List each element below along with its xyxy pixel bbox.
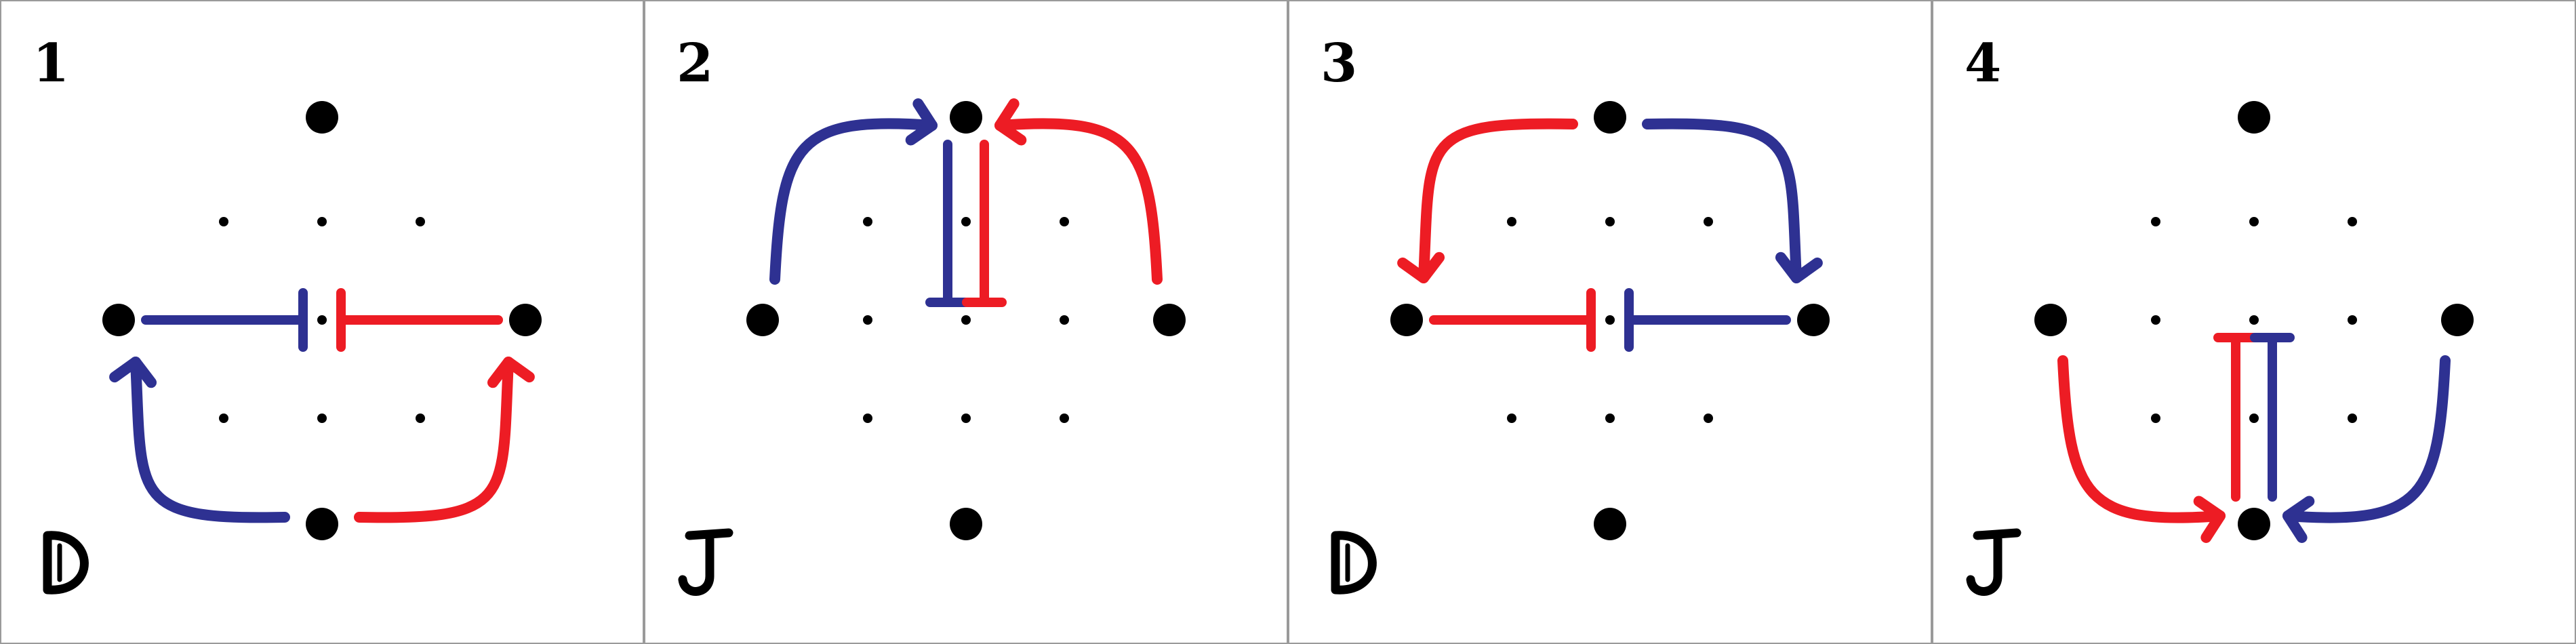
hub-dot-bottom xyxy=(2238,508,2270,540)
grid-dot xyxy=(1507,414,1516,423)
hub-dot-right xyxy=(2441,304,2474,336)
panel-number: 1 xyxy=(33,33,69,94)
panel-number: 2 xyxy=(677,33,713,94)
grid-dot xyxy=(1060,414,1069,423)
hub-dot-top xyxy=(2238,101,2270,134)
letter-j-stroke xyxy=(1966,528,2021,596)
hub-dot-left xyxy=(2034,304,2067,336)
hub-dot-left xyxy=(1390,304,1423,336)
hub-dot-right xyxy=(1153,304,1186,336)
letter-j-glyph xyxy=(678,528,733,596)
grid-dot xyxy=(416,217,425,226)
arrowhead-red-bottom xyxy=(2193,496,2226,543)
hub-dot-bottom xyxy=(1594,508,1626,540)
grid-dot xyxy=(2249,414,2259,423)
grid-dot xyxy=(219,414,228,423)
arrowhead-red-left xyxy=(1397,251,1445,283)
grid-dot xyxy=(2348,414,2357,423)
panel-3: 3D xyxy=(1288,0,1932,644)
grid-dot xyxy=(1060,315,1069,325)
panel-number: 4 xyxy=(1965,33,2001,94)
arrowhead-blue-bottom xyxy=(2282,496,2315,543)
hub-dot-top xyxy=(950,101,982,134)
letter-d-glyph xyxy=(43,531,89,595)
arc-red-top-to-left xyxy=(1418,118,1578,283)
grid-dot xyxy=(863,315,872,325)
grid-dot xyxy=(219,217,228,226)
letter-j-glyph xyxy=(1966,528,2021,596)
hub-dot-top xyxy=(306,101,338,134)
grid-dot xyxy=(961,414,971,423)
grid-dot xyxy=(317,414,327,423)
arc-blue-right-to-bottom xyxy=(2282,355,2451,523)
arc-blue-bottom-to-left xyxy=(130,357,290,523)
grid-dot xyxy=(961,315,971,325)
arc-red-left-to-bottom xyxy=(2057,355,2226,523)
grid-dot xyxy=(2348,315,2357,325)
letter-d-glyph xyxy=(1331,531,1377,595)
grid-dot xyxy=(863,217,872,226)
letter-d-stroke xyxy=(1331,531,1377,595)
hub-dot-bottom xyxy=(306,508,338,540)
grid-dot xyxy=(2151,315,2160,325)
grid-dot xyxy=(1605,315,1615,325)
grid-dot xyxy=(1605,414,1615,423)
grid-dot xyxy=(961,217,971,226)
arrowhead-red-top xyxy=(994,98,1027,146)
arrowhead-red-right xyxy=(487,357,535,388)
hub-dot-bottom xyxy=(950,508,982,540)
arc-blue-left-to-top xyxy=(769,118,938,285)
hub-dot-left xyxy=(102,304,135,336)
grid-dot xyxy=(1704,414,1713,423)
grid-dot xyxy=(1060,217,1069,226)
hub-dot-right xyxy=(1797,304,1830,336)
hub-dot-left xyxy=(746,304,779,336)
letter-d-stroke xyxy=(43,531,89,595)
panel-number: 3 xyxy=(1321,33,1357,94)
hub-dot-top xyxy=(1594,101,1626,134)
grid-dot xyxy=(1605,217,1615,226)
arrowhead-blue-top xyxy=(905,98,938,146)
hub-dot-right xyxy=(509,304,542,336)
grid-dot xyxy=(317,315,327,325)
arc-red-right-to-top xyxy=(994,118,1163,285)
grid-dot xyxy=(2249,217,2259,226)
arrowhead-blue-left xyxy=(109,357,157,388)
grid-dot xyxy=(1507,217,1516,226)
arc-blue-top-to-right xyxy=(1642,118,1802,283)
arrowhead-blue-right xyxy=(1775,251,1823,283)
grid-dot xyxy=(416,414,425,423)
letter-j-stroke xyxy=(678,528,733,596)
grid-dot xyxy=(1704,217,1713,226)
arc-red-bottom-to-right xyxy=(354,357,514,523)
panel-4: 4J xyxy=(1932,0,2576,644)
grid-dot xyxy=(2151,414,2160,423)
panel-1: 1D xyxy=(0,0,644,644)
grid-dot xyxy=(2249,315,2259,325)
grid-dot xyxy=(863,414,872,423)
grid-dot xyxy=(2151,217,2160,226)
panel-2: 2J xyxy=(644,0,1288,644)
grid-dot xyxy=(317,217,327,226)
grid-dot xyxy=(2348,217,2357,226)
